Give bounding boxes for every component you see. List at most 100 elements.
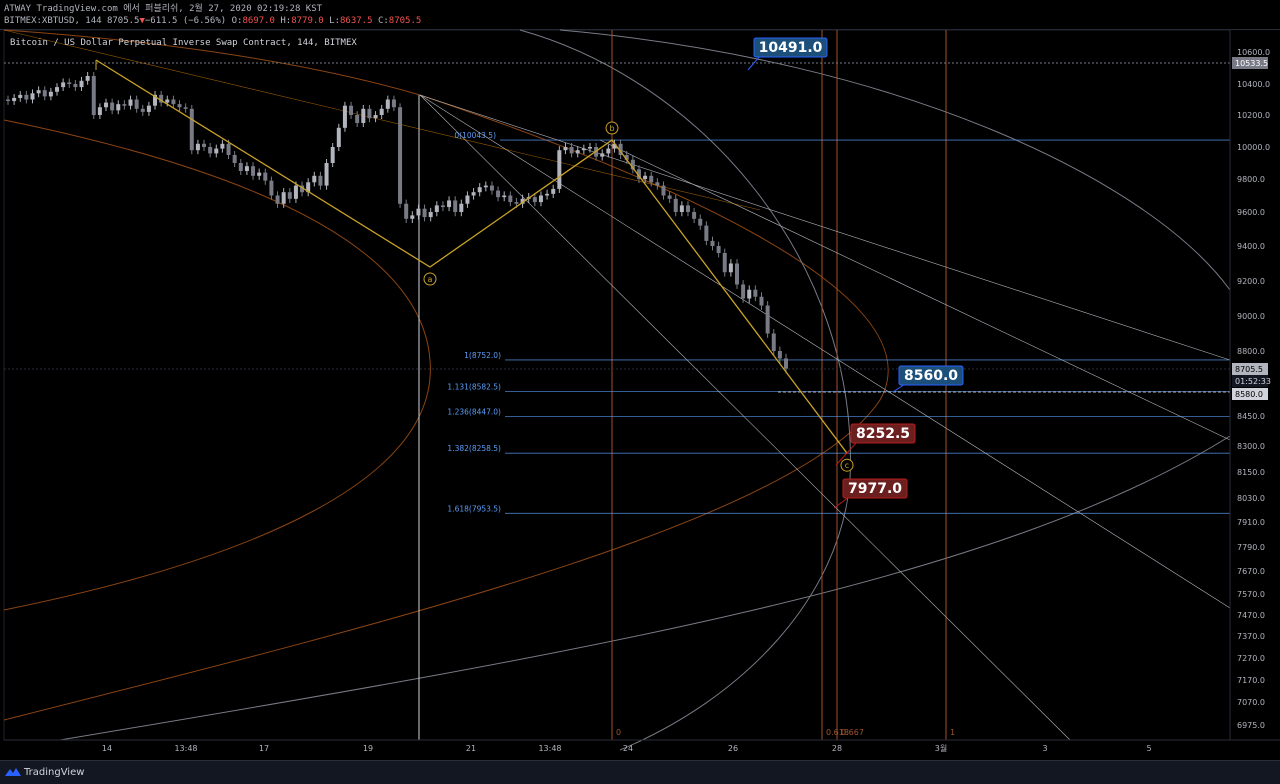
fib-level-label: 0(10043.5) [454,131,496,140]
candle-body [575,150,580,154]
candle-body [355,115,360,123]
candle-body [226,143,231,155]
candle-body [624,155,629,160]
close-value: 8705.5 [388,16,422,26]
price-callout: 10491.0 [747,37,828,71]
time-zone-label: 0 [616,728,621,737]
price-tick-label: 7670.0 [1237,567,1265,576]
open-value: 8697.0 [242,16,275,26]
candle-body [477,187,482,193]
candle-body [692,212,697,219]
price-callout: 8252.5 [835,423,916,466]
plot-area[interactable] [3,29,1231,741]
fan-line [599,139,1231,441]
candle-body [367,108,372,119]
candle-body [612,143,617,149]
candle-body [324,163,329,186]
fib-level-label: 1.618(7953.5) [447,504,501,513]
candle-body [545,193,550,196]
price-axis[interactable]: 10600.0 10400.0 10200.0 10000.0 9800.0 9600.0… [1229,30,1280,740]
wave-label-text: c [845,461,849,470]
candle-body [606,148,611,154]
candle-body [649,175,654,183]
candle-body [747,289,752,299]
candle-body [104,102,109,108]
price-tick-label: 7910.0 [1237,518,1265,527]
callout-box [842,478,908,499]
candle-body [79,80,84,88]
footer-bar: TradingView [0,760,1280,784]
candle-body [514,202,519,204]
candle-body [6,99,10,102]
fib-level-label: 1.236(8447.0) [447,408,501,417]
price-tick-label: 7070.0 [1237,698,1265,707]
callout-text: 8560.0 [904,368,958,384]
candle-body [177,104,182,108]
wave-label-text: b [609,124,614,133]
candle-body [453,200,458,212]
candle-body [97,107,102,115]
candle-body [24,94,29,100]
candle-body [630,159,635,170]
time-tick-label: 3월 [935,743,947,753]
price-tick-label: 9000.0 [1237,312,1265,321]
candle-body [232,155,237,163]
candle-body [587,147,592,149]
candle-body [618,143,623,155]
candle-body [698,218,703,226]
candle-body [238,163,243,171]
callout-box [898,365,964,386]
candle-body [520,198,525,204]
close-label: C: [377,16,389,26]
wave-label-circle [840,458,854,472]
callout-box [850,423,916,444]
candle-body [465,195,470,204]
fib-level-label: 1.382(8258.5) [447,444,501,453]
price-tick-label: 10200.0 [1237,111,1270,120]
publish-info: ATWAY TradingView.com 에서 퍼블리쉬, 2월 27, 20… [4,4,323,14]
price-tick-label: 7470.0 [1237,611,1265,620]
price-tick-label: 10400.0 [1237,80,1270,89]
callout-pointer [833,496,850,509]
candle-body [30,93,35,100]
time-axis[interactable]: 14 13:48 17 19 21 13:48 24 26 28 3월 3 5 [4,739,1280,753]
chart-header-line2: BITMEX:XBTUSD, 144 8705.5▼−611.5 (−6.56%… [4,16,421,26]
candle-body [318,175,323,186]
candle-body [220,143,225,149]
candle-body [195,143,200,151]
price-tick-label: 10600.0 [1237,48,1270,57]
candle-body [165,99,170,103]
high-price-tag-bg [1232,57,1268,69]
high-value: 8779.0 [291,16,324,26]
candle-body [569,147,574,154]
candle-body [128,99,133,106]
candle-body [728,263,733,273]
low-label: L: [329,16,340,26]
candle-body [189,108,194,151]
candle-body [483,185,488,188]
wave-label-circle [423,272,437,286]
candle-body [434,205,439,212]
candle-body [765,305,770,334]
candle-body [61,82,66,88]
tradingview-logo-icon [5,768,21,776]
candle-body [342,105,347,128]
low-value: 8637.5 [340,16,373,26]
time-tick-label: 21 [466,744,476,753]
open-label: O: [231,16,243,26]
candle-body [734,263,739,285]
candle-body [489,185,494,191]
candle-body [330,147,335,163]
candle-body [679,205,684,212]
price-tick-label: 10000.0 [1237,143,1270,152]
price-callouts: 10491.0 8560.0 8252.5 7977.0 [747,37,964,509]
projection-price-tag-bg [1232,388,1268,400]
candle-body [287,192,292,199]
time-tick-label: 26 [728,744,738,753]
price-tick-label: 7790.0 [1237,543,1265,552]
wave-path [95,59,848,454]
candle-body [385,99,390,109]
time-tick-label: 13:48 [538,744,561,753]
candle-body [91,76,96,115]
